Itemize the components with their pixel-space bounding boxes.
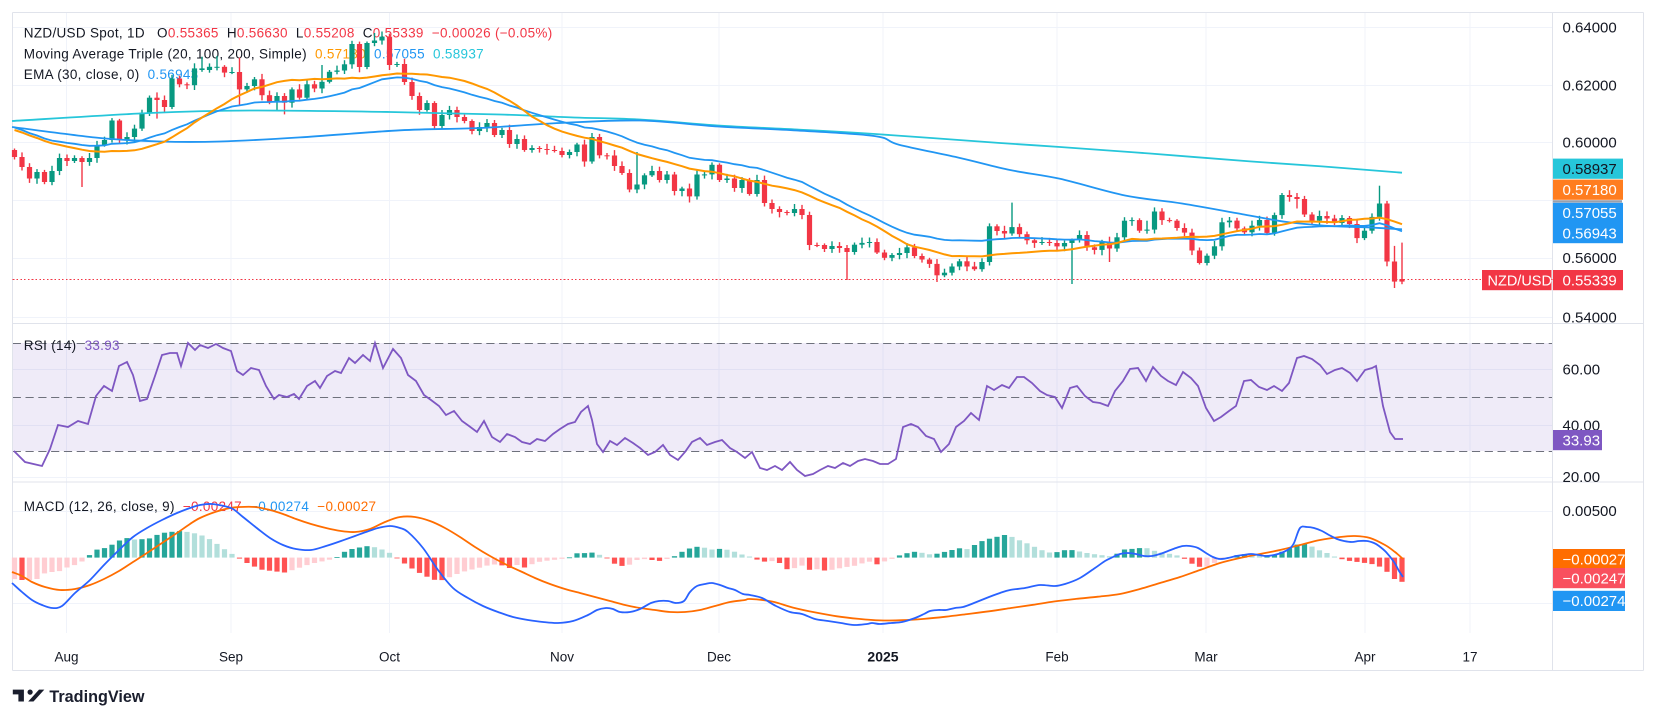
svg-text:NZD/USD Spot, 1D O0.55365 H: NZD/USD Spot, 1D O0.55365 H0.56630 L0.55… (24, 26, 553, 41)
svg-text:Aug: Aug (54, 650, 78, 665)
svg-text:Oct: Oct (379, 650, 400, 665)
svg-text:Dec: Dec (707, 650, 731, 665)
svg-text:−0.00247: −0.00247 (1563, 570, 1626, 587)
svg-text:Mar: Mar (1194, 650, 1218, 665)
svg-text:33.93: 33.93 (1563, 432, 1601, 449)
svg-text:0.60000: 0.60000 (1563, 135, 1617, 152)
svg-text:0.56943: 0.56943 (1563, 225, 1617, 242)
svg-text:0.56000: 0.56000 (1563, 250, 1617, 267)
svg-text:NZD/USD: NZD/USD (1488, 273, 1552, 289)
svg-text:0.58937: 0.58937 (1563, 161, 1617, 178)
svg-text:20.00: 20.00 (1563, 469, 1601, 486)
svg-text:0.55339: 0.55339 (1563, 272, 1617, 289)
svg-text:0.57180: 0.57180 (1563, 182, 1617, 199)
svg-text:RSI (14) 33.93: RSI (14) 33.93 (24, 338, 120, 353)
svg-text:0.54000: 0.54000 (1563, 310, 1617, 327)
svg-text:Feb: Feb (1045, 650, 1068, 665)
svg-text:−0.00274: −0.00274 (1563, 593, 1626, 610)
svg-text:−0.00027: −0.00027 (1563, 551, 1626, 568)
svg-text:0.64000: 0.64000 (1563, 20, 1617, 37)
svg-text:EMA (30, close, 0) 0.56943: EMA (30, close, 0) 0.56943 (24, 67, 199, 82)
svg-text:Nov: Nov (550, 650, 574, 665)
svg-text:0.00500: 0.00500 (1563, 503, 1617, 520)
svg-text:Moving Average Triple (20, 100: Moving Average Triple (20, 100, 200, Sim… (24, 46, 484, 61)
svg-text:Sep: Sep (219, 650, 243, 665)
svg-text:17: 17 (1462, 650, 1477, 665)
svg-text:TradingView: TradingView (49, 688, 144, 706)
svg-text:0.62000: 0.62000 (1563, 78, 1617, 95)
svg-text:Apr: Apr (1354, 650, 1376, 665)
svg-text:2025: 2025 (867, 649, 898, 665)
svg-text:60.00: 60.00 (1563, 362, 1601, 379)
svg-text:MACD (12, 26, close, 9) −0.00: MACD (12, 26, close, 9) −0.00247 −0.0027… (24, 499, 377, 514)
svg-text:0.57055: 0.57055 (1563, 205, 1617, 222)
